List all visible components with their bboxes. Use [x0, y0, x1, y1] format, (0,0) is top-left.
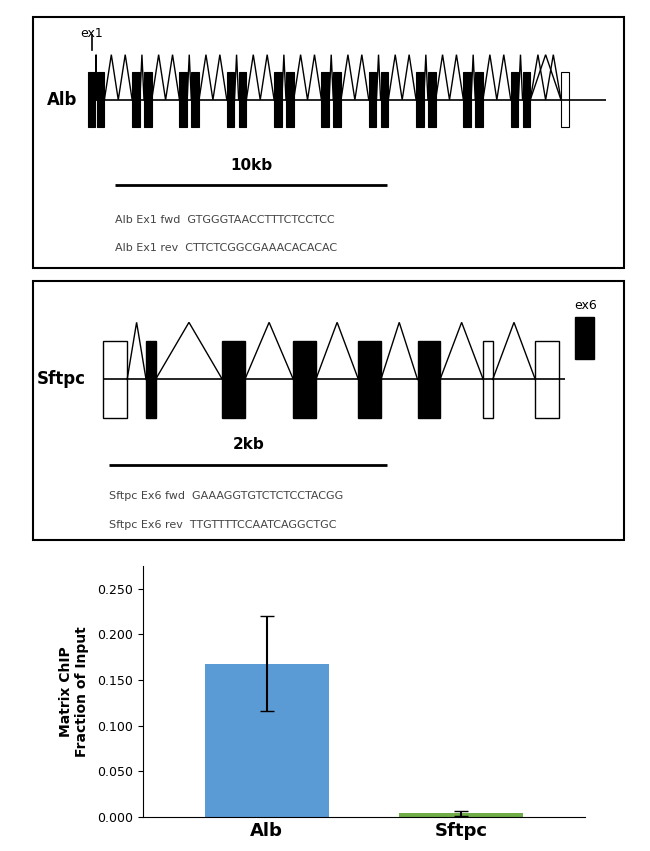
Bar: [475, 72, 483, 128]
Bar: [381, 72, 388, 128]
Bar: [293, 340, 316, 419]
Text: 10kb: 10kb: [230, 157, 272, 173]
Bar: [575, 317, 595, 359]
Text: Alb Ex1 fwd  GTGGGTAACCTTTCTCCTCC: Alb Ex1 fwd GTGGGTAACCTTTCTCCTCC: [115, 215, 335, 226]
Text: Sftpc: Sftpc: [37, 370, 86, 388]
Bar: [146, 340, 155, 419]
Bar: [483, 340, 493, 419]
Bar: [144, 72, 151, 128]
Text: ex1: ex1: [81, 27, 103, 40]
Bar: [97, 72, 105, 128]
Y-axis label: Matrix ChIP
Fraction of Input: Matrix ChIP Fraction of Input: [58, 626, 89, 757]
Text: 2kb: 2kb: [233, 437, 265, 452]
Bar: [322, 72, 329, 128]
Bar: [239, 72, 246, 128]
Bar: [369, 72, 376, 128]
Bar: [333, 72, 341, 128]
Text: Sftpc Ex6 fwd  GAAAGGTGTCTCTCCTACGG: Sftpc Ex6 fwd GAAAGGTGTCTCTCCTACGG: [109, 491, 344, 501]
Bar: [179, 72, 187, 128]
Bar: [417, 340, 440, 419]
Bar: [222, 340, 245, 419]
Bar: [511, 72, 519, 128]
Bar: [205, 664, 329, 817]
Bar: [523, 72, 530, 128]
Bar: [191, 72, 199, 128]
Bar: [358, 340, 381, 419]
Bar: [536, 340, 559, 419]
Bar: [561, 72, 569, 128]
Text: ex6: ex6: [574, 299, 597, 312]
Text: Alb Ex1 rev  CTTCTCGGCGAAACACACAC: Alb Ex1 rev CTTCTCGGCGAAACACACAC: [115, 243, 337, 253]
Bar: [399, 814, 523, 817]
Bar: [274, 72, 282, 128]
Bar: [428, 72, 436, 128]
Text: Sftpc Ex6 rev  TTGTTTTCCAATCAGGCTGC: Sftpc Ex6 rev TTGTTTTCCAATCAGGCTGC: [109, 520, 337, 530]
Bar: [132, 72, 140, 128]
Bar: [416, 72, 424, 128]
Bar: [103, 340, 127, 419]
Text: Alb: Alb: [47, 91, 77, 109]
Bar: [88, 72, 96, 128]
Bar: [227, 72, 235, 128]
Bar: [463, 72, 471, 128]
Bar: [286, 72, 294, 128]
